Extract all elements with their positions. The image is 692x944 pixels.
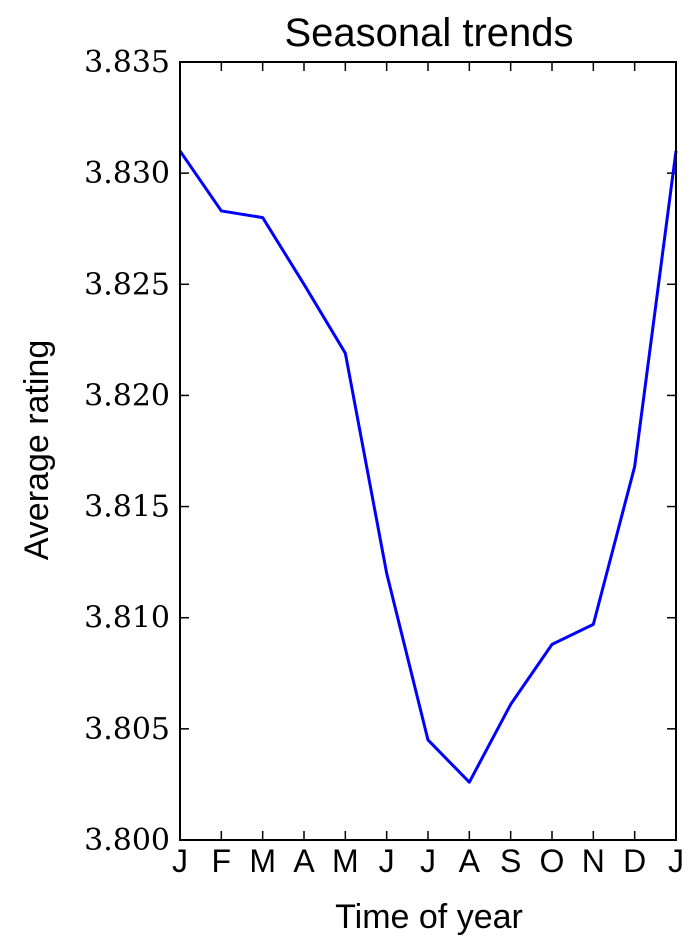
- series-layer: [180, 151, 676, 782]
- x-tick-label: S: [500, 843, 521, 879]
- y-axis-label: Average rating: [18, 340, 56, 561]
- y-tick-label: 3.815: [84, 490, 170, 525]
- y-tick-label: 3.800: [84, 823, 170, 858]
- y-tick-labels: 3.800 3.805 3.810 3.815 3.820 3.825 3.830 3.835: [84, 45, 170, 858]
- x-tick-label: J: [379, 843, 395, 879]
- y-tick-label: 3.825: [84, 267, 170, 302]
- x-axis-label: Time of year: [335, 898, 523, 936]
- plot-frame: [180, 62, 676, 840]
- x-tick-label: J: [172, 843, 188, 879]
- x-tick-label: J: [420, 843, 436, 879]
- axis-ticks: [180, 62, 676, 840]
- x-tick-label: A: [293, 843, 315, 879]
- x-tick-label: M: [332, 843, 359, 879]
- y-tick-label: 3.830: [84, 156, 170, 191]
- y-tick-label: 3.810: [84, 601, 170, 636]
- y-tick-label: 3.820: [84, 378, 170, 413]
- x-tick-label: M: [249, 843, 276, 879]
- x-tick-label: N: [582, 843, 605, 879]
- x-tick-label: J: [668, 843, 684, 879]
- chart-title: Seasonal trends: [284, 11, 573, 55]
- y-tick-label: 3.805: [84, 712, 170, 747]
- x-tick-label: F: [212, 843, 232, 879]
- x-tick-label: A: [459, 843, 481, 879]
- x-tick-label: D: [623, 843, 646, 879]
- y-tick-label: 3.835: [84, 45, 170, 80]
- series-line: [180, 151, 676, 782]
- x-tick-label: O: [540, 843, 565, 879]
